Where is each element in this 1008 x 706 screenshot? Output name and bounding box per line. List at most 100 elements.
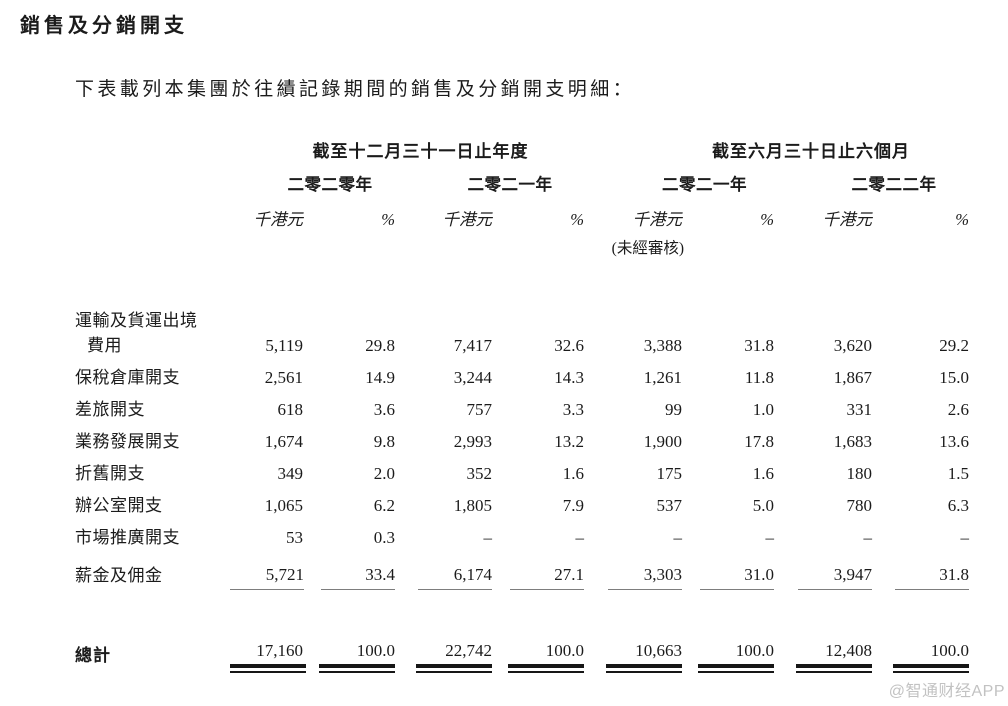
table-row: 辦公室開支 1,065 6.2 1,805 7.9 537 5.0 780 6.3 — [75, 490, 971, 522]
cell-value: 7,417 — [453, 336, 492, 355]
cell-value: 27.1 — [494, 554, 586, 592]
row-label: 市場推廣開支 — [75, 528, 180, 547]
cell-value: 5,721 — [230, 554, 305, 592]
cell-value: 1,674 — [264, 432, 303, 451]
cell-value: 1.0 — [752, 400, 774, 419]
total-value: 100.0 — [874, 640, 971, 680]
cell-value: 15.0 — [939, 368, 969, 387]
spacer-row — [75, 592, 971, 640]
double-rule — [698, 664, 774, 673]
total-label: 總計 — [75, 646, 111, 665]
cell-value: 1,900 — [643, 432, 682, 451]
empty-cell — [75, 234, 230, 262]
year-header-2022-interim: 二零二二年 — [851, 175, 937, 194]
cell-value: – — [575, 528, 585, 547]
empty-cell — [684, 234, 776, 262]
cell-value: 17.8 — [744, 432, 774, 451]
table-row: 差旅開支 618 3.6 757 3.3 99 1.0 331 2.6 — [75, 394, 971, 426]
unit-header-row: 千港元 % 千港元 % 千港元 % 千港元 % — [75, 199, 971, 234]
cell-value: 1,805 — [453, 496, 492, 515]
cell-value: 1,261 — [643, 368, 682, 387]
cell-value: 3,303 — [586, 554, 684, 592]
double-rule — [508, 664, 584, 673]
double-rule — [230, 664, 306, 673]
cell-value: 1,065 — [264, 496, 303, 515]
cell-value: 3,620 — [833, 336, 872, 355]
double-rule — [416, 664, 492, 673]
cell-value: – — [483, 528, 493, 547]
cell-value: 3.6 — [373, 400, 395, 419]
cell-value: 13.6 — [939, 432, 969, 451]
cell-value: 352 — [466, 464, 493, 483]
cell-value: 2,993 — [453, 432, 492, 451]
unaudited-note: (未經審核) — [611, 240, 684, 257]
table-row: 保稅倉庫開支 2,561 14.9 3,244 14.3 1,261 11.8 1,867 15… — [75, 362, 971, 394]
table-row: 折舊開支 349 2.0 352 1.6 175 1.6 180 1.5 — [75, 458, 971, 490]
subnote-row: (未經審核) — [75, 234, 971, 262]
unit-header-pct: % — [381, 210, 395, 229]
cell-value: 537 — [656, 496, 683, 515]
total-row: 總計 17,160 100.0 22,742 100.0 10,663 100.0 12,40… — [75, 640, 971, 680]
cell-value: 31.8 — [744, 336, 774, 355]
cell-value: 618 — [277, 400, 304, 419]
cell-value: – — [863, 528, 873, 547]
table-row: 業務發展開支 1,674 9.8 2,993 13.2 1,900 17.8 1,683 13.… — [75, 426, 971, 458]
cell-value: 2.6 — [947, 400, 969, 419]
empty-cell — [230, 234, 305, 262]
cell-value: 2,561 — [264, 368, 303, 387]
unit-header-pct: % — [955, 210, 969, 229]
cell-value: 2.0 — [373, 464, 395, 483]
expenses-table: 截至十二月三十一日止年度 截至六月三十日止六個月 二零二零年 二零二一年 二零二… — [75, 136, 971, 680]
double-rule — [319, 664, 395, 673]
total-value: 100.0 — [684, 640, 776, 680]
row-label: 運輸及貨運出境 費用 — [75, 311, 198, 355]
watermark: @智通财经APP — [888, 683, 1005, 700]
total-value: 100.0 — [494, 640, 586, 680]
table-row: 薪金及佣金 5,721 33.4 6,174 27.1 3,303 31.0 3,947 31.… — [75, 554, 971, 592]
period-header-annual: 截至十二月三十一日止年度 — [312, 142, 529, 161]
cell-value: 3,244 — [453, 368, 492, 387]
cell-value: 6.2 — [373, 496, 395, 515]
empty-cell — [397, 234, 494, 262]
row-label: 折舊開支 — [75, 464, 145, 483]
cell-value: 29.8 — [365, 336, 395, 355]
cell-value: 29.2 — [939, 336, 969, 355]
row-label: 保稅倉庫開支 — [75, 368, 180, 387]
unit-header-pct: % — [760, 210, 774, 229]
empty-cell — [874, 234, 971, 262]
cell-value: 1,683 — [833, 432, 872, 451]
year-header-row: 二零二零年 二零二一年 二零二一年 二零二二年 — [75, 164, 971, 199]
row-label: 業務發展開支 — [75, 432, 180, 451]
table-row: 運輸及貨運出境 費用 5,119 29.8 7,417 32.6 3,388 31.8 3,62… — [75, 306, 971, 362]
cell-value: 180 — [846, 464, 873, 483]
empty-cell — [75, 199, 230, 234]
cell-value: 1,867 — [833, 368, 872, 387]
cell-value: 13.2 — [554, 432, 584, 451]
cell-value: 11.8 — [744, 368, 774, 387]
cell-value: 3.3 — [562, 400, 584, 419]
empty-cell — [75, 136, 230, 164]
cell-value: 1.6 — [562, 464, 584, 483]
unit-header-pct: % — [570, 210, 584, 229]
row-label: 差旅開支 — [75, 400, 145, 419]
cell-value: 1.6 — [752, 464, 774, 483]
total-value: 100.0 — [305, 640, 397, 680]
cell-value: 3,947 — [776, 554, 874, 592]
total-value: 17,160 — [230, 640, 306, 680]
cell-value: 5.0 — [752, 496, 774, 515]
cell-value: 349 — [277, 464, 304, 483]
cell-value: 99 — [665, 400, 682, 419]
period-header-row: 截至十二月三十一日止年度 截至六月三十日止六個月 — [75, 136, 971, 164]
cell-value: 6,174 — [397, 554, 494, 592]
unit-header-hkd: 千港元 — [822, 210, 873, 229]
cell-value: 14.9 — [365, 368, 395, 387]
cell-value: 9.8 — [373, 432, 395, 451]
table-row: 市場推廣開支 53 0.3 – – – – – – — [75, 522, 971, 554]
empty-cell — [75, 164, 230, 199]
cell-value: 5,119 — [265, 336, 303, 355]
cell-value: 31.8 — [874, 554, 971, 592]
year-header-2021: 二零二一年 — [467, 175, 553, 194]
row-label: 薪金及佣金 — [75, 566, 163, 585]
cell-value: 331 — [846, 400, 873, 419]
